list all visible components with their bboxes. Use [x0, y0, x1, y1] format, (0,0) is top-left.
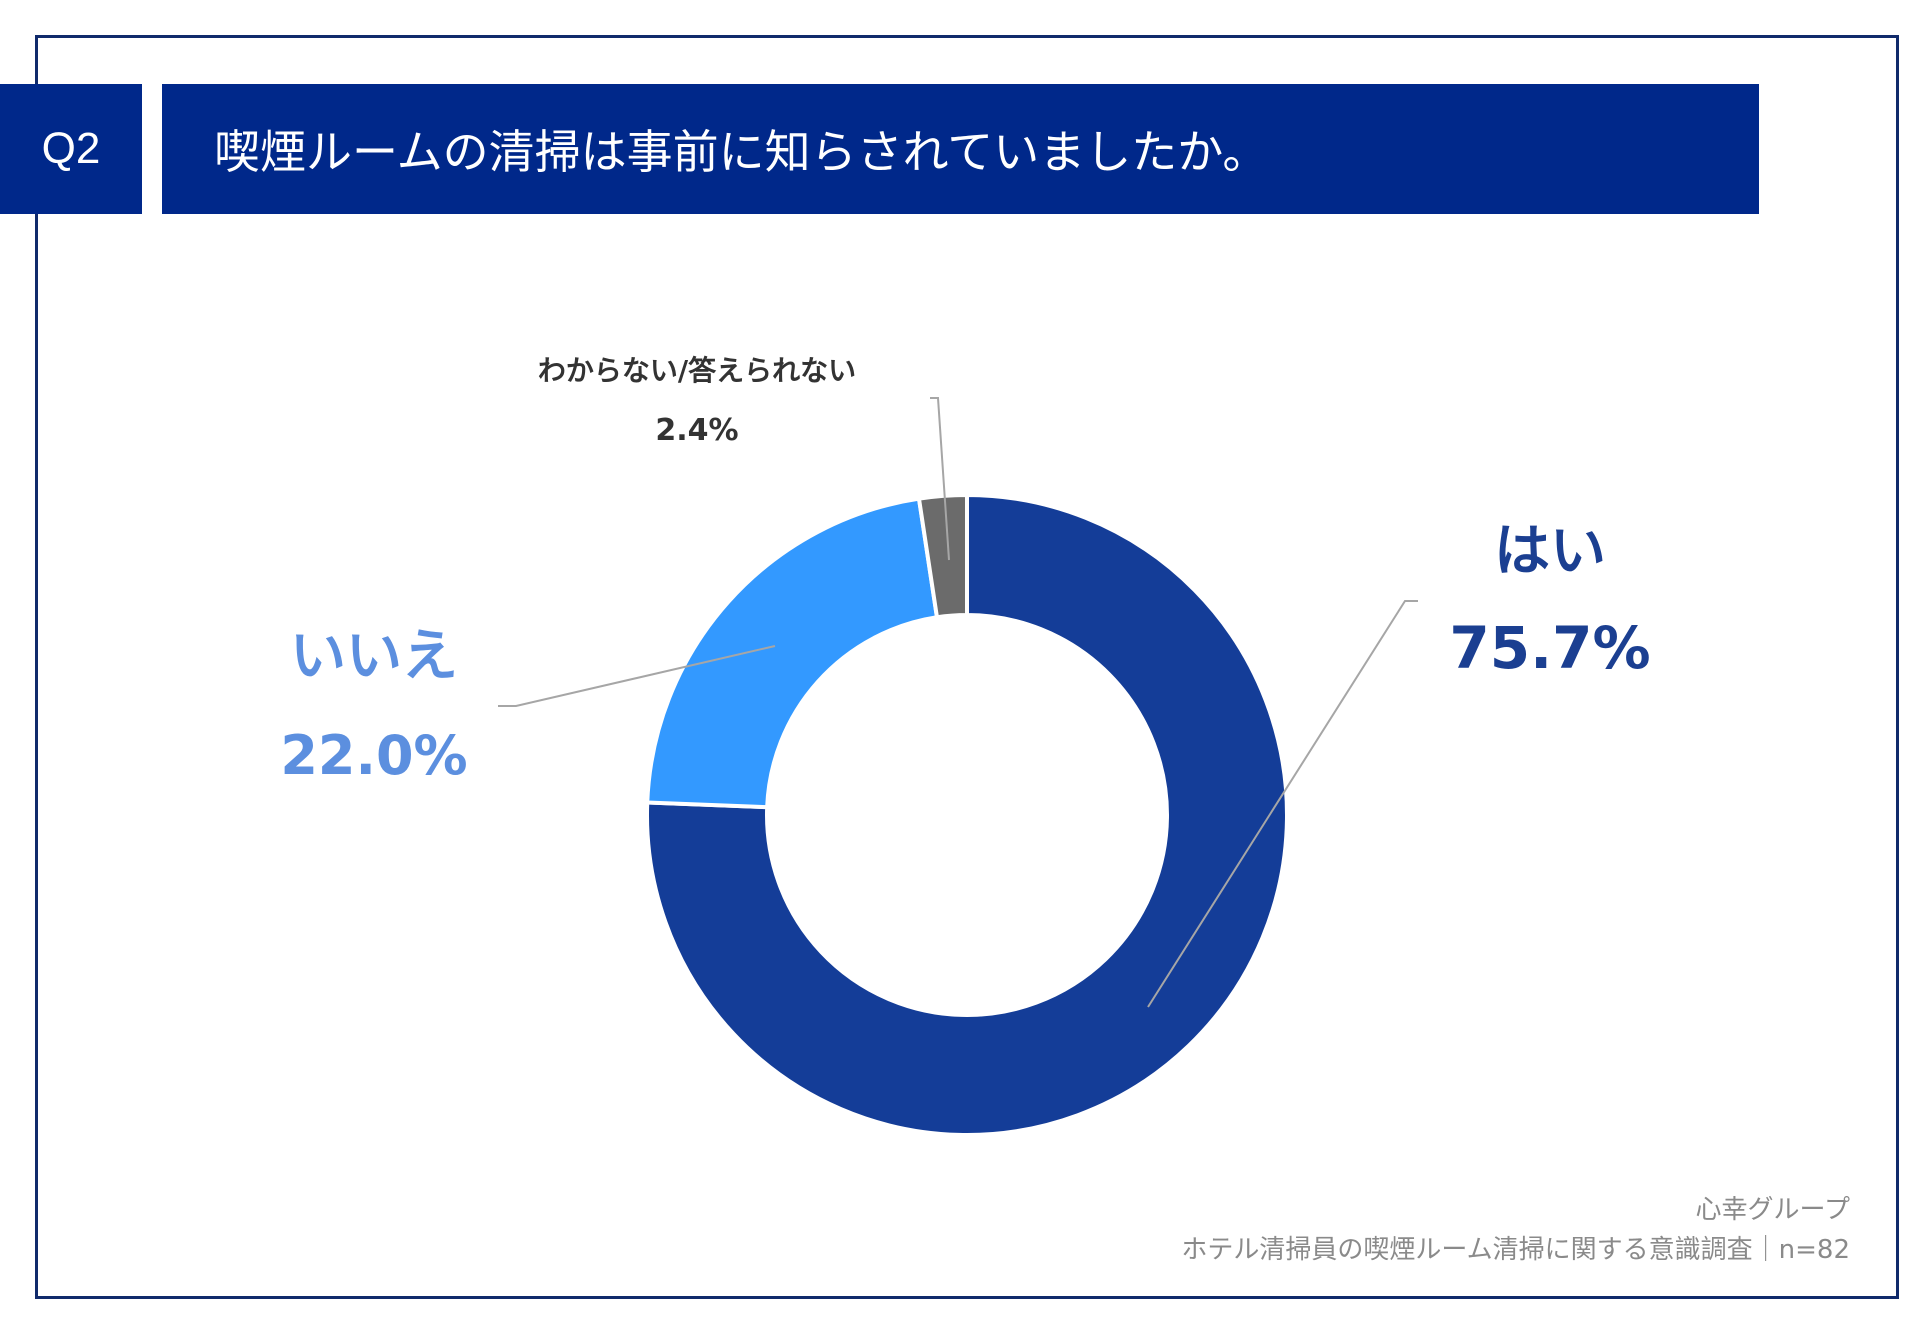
question-title: 喫煙ルームの清掃は事前に知らされていましたか。: [162, 84, 1759, 214]
slice-no: [645, 496, 940, 810]
chart-frame: [35, 35, 1899, 1299]
slice-value-unknown: 2.4%: [655, 413, 738, 448]
source-note: 心幸グループ ホテル清掃員の喫煙ルーム清掃に関する意識調査｜n=82: [1181, 1190, 1850, 1270]
slice-label-yes: はい: [1494, 519, 1606, 584]
leader-line-unknown: [930, 397, 950, 561]
slice-label-unknown: わからない/答えられない: [538, 354, 856, 387]
slice-label-no: いいえ: [290, 624, 458, 689]
leader-line-no: [498, 645, 776, 707]
source-organization: 心幸グループ: [1695, 1195, 1850, 1225]
source-survey: ホテル清掃員の喫煙ルーム清掃に関する意識調査｜n=82: [1181, 1235, 1850, 1265]
slice-value-no: 22.0%: [280, 724, 467, 787]
slice-yes: [645, 492, 1289, 1137]
question-number: Q2: [0, 84, 142, 214]
slice-value-yes: 75.7%: [1449, 614, 1650, 682]
slice-unknown: [916, 492, 969, 620]
leader-line-yes: [1147, 600, 1418, 1008]
